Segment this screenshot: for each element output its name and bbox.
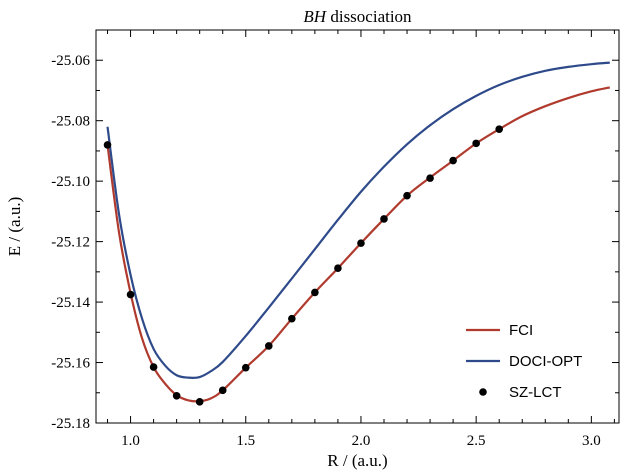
data-point-sz-lct xyxy=(311,288,319,297)
data-point-sz-lct xyxy=(218,386,227,395)
data-point-sz-lct xyxy=(403,191,411,200)
axis-ticks: 1.0 1.5 2.0 2.5 3.0 -25.18 -25.16 -25.14 -25.12 -… xyxy=(51,30,619,449)
series-line-fci xyxy=(106,86,611,403)
x-tick-label: 1.0 xyxy=(121,433,140,449)
legend-label-fci: FCI xyxy=(509,322,533,339)
x-tick-label: 2.5 xyxy=(467,433,486,449)
y-tick-label: -25.12 xyxy=(51,235,90,251)
y-tick-label: -25.14 xyxy=(51,295,90,311)
data-point-sz-lct xyxy=(241,363,250,372)
data-point-sz-lct xyxy=(357,239,365,247)
data-point-sz-lct xyxy=(126,290,135,299)
legend-swatch-sz-lct xyxy=(479,388,487,396)
chart-title: BH dissociation xyxy=(303,7,412,26)
data-point-sz-lct xyxy=(334,264,342,273)
x-axis-title: R / (a.u.) xyxy=(327,451,387,470)
x-tick-label: 3.0 xyxy=(582,433,601,449)
data-point-sz-lct xyxy=(426,174,434,182)
data-point-sz-lct xyxy=(264,342,273,350)
data-point-sz-lct xyxy=(149,363,158,371)
chart-title-italic: BH xyxy=(303,7,327,26)
plot-area xyxy=(103,61,611,406)
series-line-doci-opt xyxy=(106,61,610,379)
data-point-sz-lct xyxy=(288,314,296,323)
legend: FCI DOCI-OPT SZ-LCT xyxy=(466,322,582,401)
data-point-sz-lct xyxy=(380,215,388,223)
data-point-sz-lct xyxy=(495,125,503,133)
data-point-sz-lct xyxy=(472,139,480,148)
x-tick-label: 2.0 xyxy=(352,433,371,449)
legend-label-doci-opt: DOCI-OPT xyxy=(509,353,582,370)
y-axis-title: E / (a.u.) xyxy=(5,197,24,256)
y-tick-label: -25.18 xyxy=(51,416,90,432)
data-point-sz-lct xyxy=(195,398,204,406)
data-point-sz-lct xyxy=(103,141,112,149)
plot-frame xyxy=(95,29,620,424)
y-tick-label: -25.16 xyxy=(51,356,90,372)
y-tick-label: -25.10 xyxy=(51,174,90,190)
data-point-sz-lct xyxy=(172,391,181,400)
chart-title-rest: dissociation xyxy=(326,7,412,26)
x-tick-label: 1.5 xyxy=(236,433,255,449)
y-tick-label: -25.08 xyxy=(51,114,90,130)
data-point-sz-lct xyxy=(449,156,457,165)
y-tick-label: -25.06 xyxy=(51,53,90,69)
legend-label-sz-lct: SZ-LCT xyxy=(509,384,562,401)
